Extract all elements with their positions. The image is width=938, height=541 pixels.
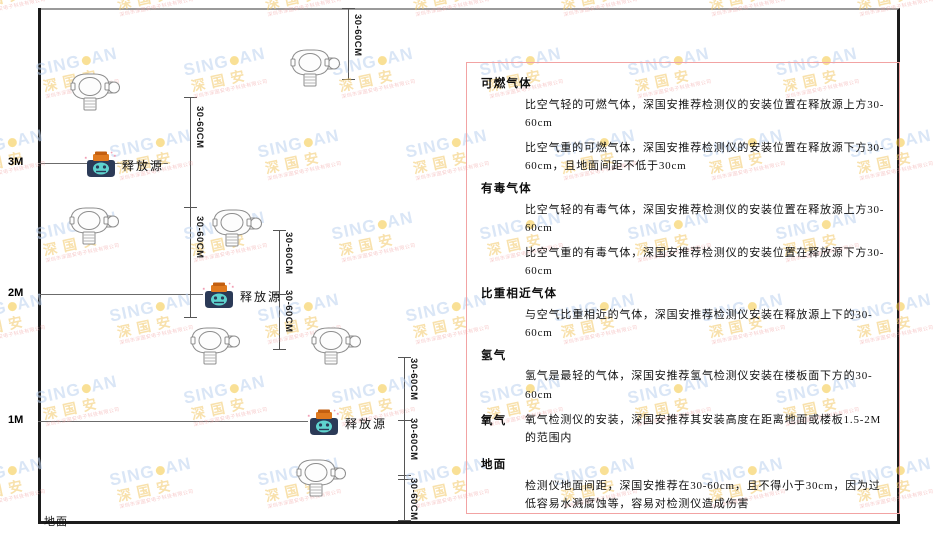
gas-detector-icon <box>206 202 268 255</box>
section-paragraph: 比空气轻的有毒气体，深国安推荐检测仪的安装位置在释放源上方30-60cm <box>525 203 885 234</box>
section-title: 地面 <box>481 459 507 472</box>
section-paragraph: 氧气检测仪的安装，深国安推荐其安装高度在距离地面或楼板1.5-2M的范围内 <box>525 413 882 444</box>
release-source-icon <box>307 408 341 443</box>
section-paragraph: 与空气比重相近的气体，深国安推荐检测仪安装在释放源上下的30-60cm <box>525 308 873 339</box>
info-section-ground: 地面 检测仪地面间距，深国安推荐在30-60cm，且不得小于30cm，因为过低容… <box>481 458 887 513</box>
info-section-oxygen: 氧气 氧气检测仪的安装，深国安推荐其安装高度在距离地面或楼板1.5-2M的范围内 <box>481 411 887 454</box>
gas-detector-icon <box>290 452 352 505</box>
section-paragraph: 检测仪地面间距，深国安推荐在30-60cm，且不得小于30cm，因为过低容易水溅… <box>525 479 881 510</box>
section-title: 有毒气体 <box>481 183 532 196</box>
dimension-label-right-bot: 30-60CM <box>408 478 419 521</box>
section-title: 比重相近气体 <box>481 288 558 301</box>
level-line-2m <box>38 294 203 295</box>
gas-detector-icon <box>284 42 346 95</box>
release-source-label-1m: 释放源 <box>345 417 388 431</box>
dimension-label-top: 30-60CM <box>352 14 363 57</box>
release-source-label-2m: 释放源 <box>240 290 283 304</box>
dimension-label-middle-lower: 30-60CM <box>283 290 294 333</box>
dimension-label-left-upper: 30-60CM <box>194 106 205 149</box>
gas-detector-icon <box>184 320 246 373</box>
dimension-label-right-mid: 30-60CM <box>408 418 419 461</box>
dimension-label-left-lower: 30-60CM <box>194 216 205 259</box>
section-title: 氢气 <box>481 349 507 362</box>
section-title: 可燃气体 <box>481 78 532 90</box>
section-paragraph: 比空气轻的可燃气体，深国安推荐检测仪的安装位置在释放源上方30-60cm <box>525 98 885 129</box>
section-paragraph: 氢气是最轻的气体，深国安推荐氢气检测仪安装在楼板面下方的30-60cm <box>525 370 873 401</box>
gas-detector-icon <box>305 320 367 373</box>
level-label-1m: 1M <box>8 414 24 426</box>
ground-label: 地面 <box>44 516 68 528</box>
info-section-toxic-gas: 有毒气体 比空气轻的有毒气体，深国安推荐检测仪的安装位置在释放源上方30-60c… <box>481 182 887 280</box>
section-paragraph: 比空气重的可燃气体，深国安推荐检测仪的安装位置在释放源下方30-60cm，且地面… <box>525 141 885 172</box>
vertical-axis <box>38 8 41 524</box>
section-title: 氧气 <box>481 414 507 427</box>
dimension-label-middle-upper: 30-60CM <box>283 232 294 275</box>
dimension-label-right-top: 30-60CM <box>408 358 419 401</box>
info-panel: 可燃气体 比空气轻的可燃气体，深国安推荐检测仪的安装位置在释放源上方30-60c… <box>466 62 900 514</box>
release-source-icon <box>84 150 118 185</box>
watermark-dot <box>6 137 18 149</box>
gas-detector-icon <box>63 200 125 253</box>
release-source-icon <box>202 281 236 316</box>
gas-detector-icon <box>64 66 126 119</box>
info-section-hydrogen: 氢气 氢气是最轻的气体，深国安推荐氢气检测仪安装在楼板面下方的30-60cm <box>481 349 887 404</box>
release-source-label-3m: 释放源 <box>122 159 165 173</box>
watermark-dot <box>6 301 18 313</box>
section-paragraph: 比空气重的有毒气体，深国安推荐检测仪的安装位置在释放源下方30-60cm <box>525 246 885 278</box>
info-section-similar-density-gas: 比重相近气体 与空气比重相近的气体，深国安推荐检测仪安装在释放源上下的30-60… <box>481 287 887 342</box>
level-line-1m <box>38 421 308 422</box>
watermark-dot <box>6 465 18 477</box>
diagram-frame <box>38 8 900 524</box>
level-label-3m: 3M <box>8 156 24 168</box>
level-label-2m: 2M <box>8 287 24 299</box>
info-section-flammable-gas: 可燃气体 比空气轻的可燃气体，深国安推荐检测仪的安装位置在释放源上方30-60c… <box>481 77 887 175</box>
